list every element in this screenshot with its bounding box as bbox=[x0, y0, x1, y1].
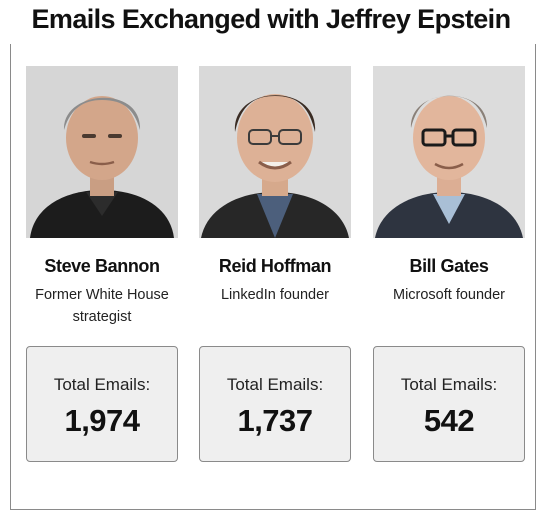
email-count-label: Total Emails: bbox=[400, 375, 498, 394]
portrait-photo-gates bbox=[373, 66, 525, 238]
person-role: Microsoft founder bbox=[392, 287, 506, 303]
portrait-photo-bannon bbox=[26, 66, 178, 238]
portrait-photo-hoffman bbox=[199, 66, 351, 238]
person-name: Bill Gates bbox=[409, 256, 489, 276]
email-count-value: 1,737 bbox=[237, 403, 313, 438]
person-role: LinkedIn founder bbox=[220, 287, 330, 303]
email-count-label: Total Emails: bbox=[226, 375, 324, 394]
person-role: Former White House strategist bbox=[35, 287, 169, 325]
card-frame bbox=[10, 44, 536, 510]
email-count-box: Total Emails: 542 bbox=[373, 346, 525, 462]
email-count-box: Total Emails: 1,737 bbox=[199, 346, 351, 462]
page-title: Emails Exchanged with Jeffrey Epstein bbox=[31, 4, 512, 34]
email-count-value: 542 bbox=[423, 403, 475, 438]
email-count-value: 1,974 bbox=[64, 403, 140, 438]
email-count-label: Total Emails: bbox=[53, 375, 151, 394]
person-name: Reid Hoffman bbox=[218, 256, 332, 276]
person-name: Steve Bannon bbox=[44, 256, 160, 276]
email-count-box: Total Emails: 1,974 bbox=[26, 346, 178, 462]
